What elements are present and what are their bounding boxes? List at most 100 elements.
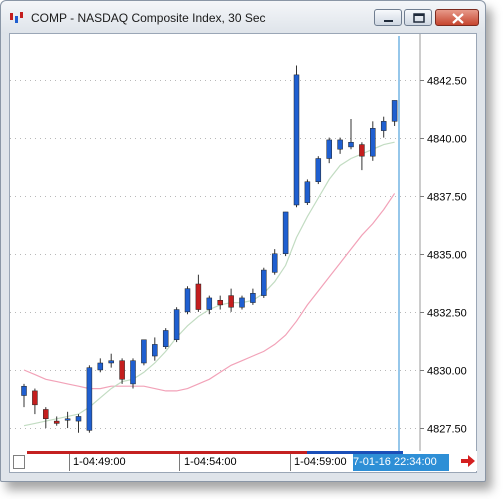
up-candle[interactable] bbox=[162, 328, 169, 350]
down-candle[interactable] bbox=[228, 288, 234, 312]
price-chart[interactable]: 4842.50 4840.00 4837.50 4835.00 4832.50 4830.… bbox=[10, 34, 476, 452]
up-candle[interactable] bbox=[271, 249, 278, 275]
time-tick bbox=[179, 454, 180, 471]
up-candle[interactable] bbox=[141, 339, 147, 366]
down-candle[interactable] bbox=[53, 416, 60, 426]
up-candle[interactable] bbox=[337, 137, 343, 154]
candle-body bbox=[64, 418, 71, 421]
candle-body bbox=[326, 139, 332, 159]
close-button[interactable] bbox=[435, 9, 479, 26]
up-candle[interactable] bbox=[380, 116, 387, 138]
time-label: 1-04:54:00 bbox=[184, 456, 237, 468]
window-title: COMP - NASDAQ Composite Index, 30 Sec bbox=[31, 11, 266, 25]
up-candle[interactable] bbox=[86, 365, 93, 433]
candle-body bbox=[217, 300, 223, 306]
timeline-range-bar bbox=[27, 451, 403, 454]
candle-body bbox=[162, 330, 169, 347]
up-candle[interactable] bbox=[206, 295, 213, 315]
price-tick-label: 4827.50 bbox=[427, 424, 467, 436]
up-candle[interactable] bbox=[21, 383, 27, 408]
up-candle[interactable] bbox=[239, 295, 245, 310]
time-label: 1-04:49:00 bbox=[73, 456, 126, 468]
candle-body bbox=[261, 269, 267, 296]
up-candle[interactable] bbox=[97, 358, 104, 373]
candle-body bbox=[119, 360, 125, 380]
up-candle[interactable] bbox=[293, 65, 300, 208]
candle-body bbox=[337, 139, 343, 150]
maximize-button[interactable] bbox=[404, 9, 432, 26]
price-tick-label: 4840.00 bbox=[427, 134, 467, 146]
candle-body bbox=[43, 409, 49, 420]
up-candle[interactable] bbox=[173, 307, 180, 343]
up-candle[interactable] bbox=[315, 156, 322, 185]
candle-body bbox=[86, 367, 93, 431]
price-grid bbox=[10, 80, 420, 429]
candle-body bbox=[75, 416, 82, 422]
price-tick-label: 4837.50 bbox=[427, 192, 467, 204]
time-tick bbox=[69, 454, 70, 471]
candle-body bbox=[348, 141, 354, 148]
fast-moving-average-line bbox=[23, 141, 395, 427]
up-candle[interactable] bbox=[75, 414, 82, 433]
down-candle[interactable] bbox=[32, 388, 38, 415]
candle-body bbox=[53, 420, 60, 424]
candle-body bbox=[380, 121, 387, 131]
candle-body bbox=[391, 100, 398, 122]
candle-body bbox=[271, 253, 278, 273]
candle-body bbox=[130, 360, 136, 385]
up-candle[interactable] bbox=[261, 267, 267, 298]
maximize-icon bbox=[413, 13, 425, 23]
time-tick bbox=[290, 454, 291, 471]
candle-body bbox=[239, 297, 245, 308]
minimize-button[interactable] bbox=[374, 9, 402, 26]
candle-body bbox=[152, 344, 158, 357]
chart-area[interactable]: 4842.50 4840.00 4837.50 4835.00 4832.50 4830.… bbox=[9, 33, 477, 473]
up-candle[interactable] bbox=[282, 211, 289, 257]
up-candle[interactable] bbox=[152, 337, 158, 361]
up-candle[interactable] bbox=[250, 288, 256, 305]
candle-body bbox=[293, 74, 300, 206]
candle-body bbox=[32, 390, 38, 406]
slow-moving-average-line bbox=[23, 193, 396, 392]
up-candle[interactable] bbox=[64, 411, 71, 429]
candle-body bbox=[206, 297, 213, 310]
up-candle[interactable] bbox=[326, 137, 332, 164]
candle-body bbox=[370, 128, 376, 157]
price-axis: 4842.50 4840.00 4837.50 4835.00 4832.50 4830.… bbox=[420, 76, 467, 436]
candle-body bbox=[359, 144, 365, 157]
down-candle[interactable] bbox=[217, 295, 223, 310]
candles bbox=[21, 65, 398, 433]
up-candle[interactable] bbox=[304, 179, 311, 205]
up-candle[interactable] bbox=[348, 119, 354, 150]
up-candle[interactable] bbox=[391, 100, 398, 126]
price-tick-label: 4835.00 bbox=[427, 250, 467, 262]
candle-body bbox=[141, 339, 147, 364]
title-bar[interactable]: COMP - NASDAQ Composite Index, 30 Sec bbox=[1, 1, 485, 33]
candle-body bbox=[195, 283, 202, 310]
candle-body bbox=[21, 385, 27, 396]
moving-averages bbox=[23, 141, 396, 427]
candle-body bbox=[282, 211, 289, 255]
price-tick-label: 4842.50 bbox=[427, 76, 467, 88]
timeline-range-current bbox=[307, 451, 403, 454]
cursor-time-label: 7-01-16 22:34:00 bbox=[353, 454, 449, 471]
scroll-right-arrow-icon[interactable] bbox=[460, 454, 476, 468]
candle-body bbox=[184, 288, 191, 313]
down-candle[interactable] bbox=[195, 274, 202, 312]
candle-body bbox=[304, 181, 311, 203]
candle-body bbox=[250, 293, 256, 303]
down-candle[interactable] bbox=[359, 142, 365, 171]
minimize-icon bbox=[384, 20, 393, 22]
scroll-handle[interactable] bbox=[13, 455, 25, 469]
candle-body bbox=[173, 309, 180, 341]
down-candle[interactable] bbox=[43, 407, 49, 429]
time-axis[interactable]: 1-04:49:00 1-04:54:00 1-04:59:00 7-01-16… bbox=[11, 451, 477, 471]
price-tick-label: 4830.00 bbox=[427, 366, 467, 378]
down-candle[interactable] bbox=[119, 358, 125, 384]
up-candle[interactable] bbox=[184, 286, 191, 315]
up-candle[interactable] bbox=[370, 121, 376, 161]
up-candle[interactable] bbox=[130, 358, 136, 389]
up-candle[interactable] bbox=[108, 353, 114, 368]
candle-body bbox=[108, 360, 114, 364]
app-chart-icon bbox=[10, 12, 23, 23]
